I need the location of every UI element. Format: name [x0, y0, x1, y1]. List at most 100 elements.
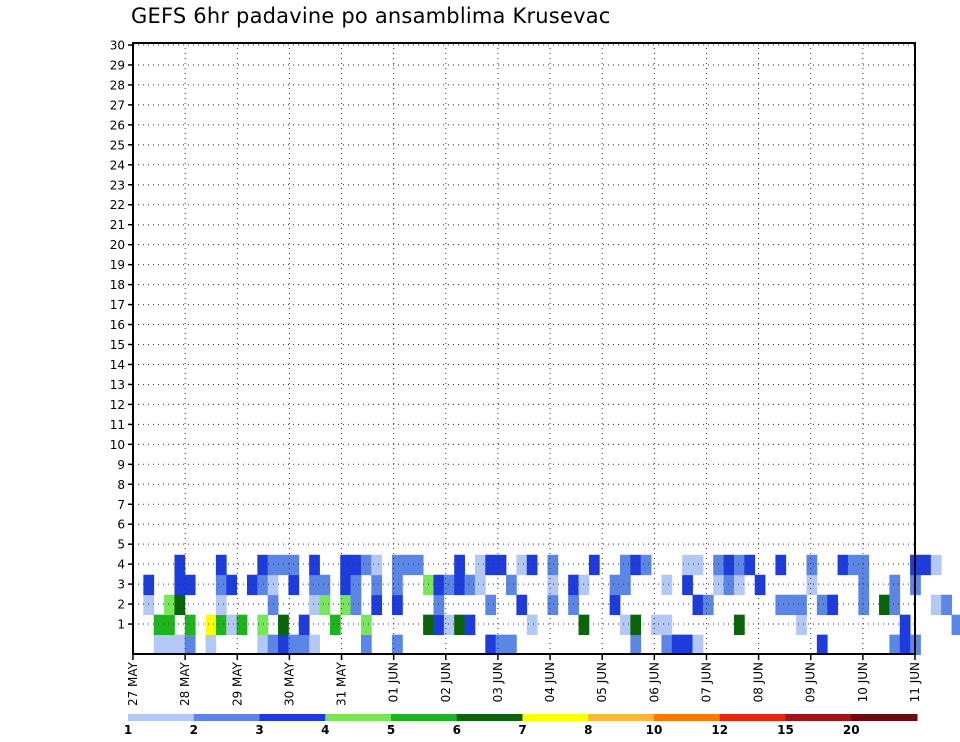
heatmap-cell: [713, 574, 724, 596]
heatmap-cell: [164, 634, 175, 655]
heatmap-cell: [827, 594, 838, 616]
heatmap-cell: [506, 634, 517, 655]
heatmap-cell: [226, 574, 238, 596]
heatmap-cell: [899, 614, 911, 636]
heatmap-cell: [226, 614, 238, 636]
heatmap-cell: [288, 634, 300, 655]
heatmap-cell: [661, 634, 673, 655]
y-tick-label: 26: [110, 118, 125, 132]
heatmap-cell: [153, 634, 165, 655]
heatmap-cell: [495, 554, 507, 576]
x-tick-label: 30 MAY: [282, 661, 296, 706]
heatmap-cell: [350, 554, 362, 576]
y-tick-label: 13: [110, 378, 125, 392]
legend-swatch: [325, 714, 392, 721]
heatmap-cell: [619, 574, 631, 596]
heatmap-cell: [775, 594, 787, 616]
heatmap-cell: [692, 594, 704, 616]
legend-label: 15: [777, 723, 794, 737]
y-tick-label: 10: [110, 438, 125, 452]
heatmap-cell: [288, 574, 300, 596]
heatmap-cell: [630, 614, 642, 636]
x-tick-label: 05 JUN: [595, 662, 609, 702]
heatmap-cell: [402, 554, 414, 576]
heatmap-cell: [547, 554, 559, 576]
x-tick-label: 11 JUN: [908, 662, 922, 702]
heatmap-cell: [661, 614, 673, 636]
heatmap-cell: [526, 614, 538, 636]
heatmap-cell: [236, 614, 248, 636]
heatmap-cell: [360, 554, 372, 576]
legend-label: 4: [321, 723, 329, 737]
heatmap-cell: [392, 634, 403, 655]
y-axis: 1234567891011121314151617181920212223242…: [110, 39, 133, 632]
heatmap-cell: [713, 554, 724, 576]
heatmap-cells: [143, 554, 960, 655]
heatmap-cell: [733, 554, 745, 576]
x-tick-label: 07 JUN: [699, 662, 713, 702]
heatmap-cell: [516, 594, 528, 616]
heatmap-cell: [309, 634, 320, 655]
heatmap-cell: [267, 574, 279, 596]
x-tick-label: 09 JUN: [804, 662, 818, 702]
heatmap-cell: [174, 594, 186, 616]
x-tick-label: 31 MAY: [335, 661, 349, 706]
heatmap-cell: [723, 574, 735, 596]
heatmap-cell: [174, 574, 186, 596]
heatmap-cell: [506, 574, 517, 596]
heatmap-cell: [930, 594, 942, 616]
x-tick-label: 04 JUN: [543, 662, 557, 702]
heatmap-cell: [153, 614, 165, 636]
heatmap-cell: [754, 574, 766, 596]
y-tick-label: 9: [117, 458, 125, 472]
heatmap-cell: [164, 594, 175, 616]
heatmap-cell: [215, 594, 227, 616]
heatmap-cell: [423, 574, 434, 596]
heatmap-cell: [723, 554, 735, 576]
heatmap-cell: [215, 574, 227, 596]
y-tick-label: 28: [110, 78, 125, 92]
heatmap-cell: [371, 594, 383, 616]
heatmap-cell: [298, 634, 310, 655]
heatmap-cell: [568, 574, 579, 596]
heatmap-cell: [360, 634, 372, 655]
y-tick-label: 15: [110, 338, 125, 352]
y-tick-label: 19: [110, 258, 125, 272]
heatmap-cell: [547, 594, 559, 616]
heatmap-cell: [920, 554, 932, 576]
legend-swatch: [719, 714, 786, 721]
color-legend: 1 2 3 4 5 6 7 8 10 12 15 20: [124, 714, 918, 737]
y-tick-label: 24: [110, 158, 125, 172]
heatmap-cell: [267, 554, 279, 576]
heatmap-cell: [278, 554, 289, 576]
heatmap-cell: [215, 614, 227, 636]
heatmap-cell: [371, 554, 383, 576]
heatmap-cell: [392, 554, 403, 576]
heatmap-cell: [733, 574, 745, 596]
heatmap-cell: [215, 554, 227, 576]
heatmap-cell: [174, 554, 186, 576]
heatmap-cell: [837, 554, 849, 576]
heatmap-cell: [806, 554, 818, 576]
legend-swatch: [128, 714, 195, 721]
heatmap-cell: [930, 554, 942, 576]
legend-label: 6: [453, 723, 461, 737]
y-tick-label: 7: [117, 498, 125, 512]
heatmap-cell: [858, 554, 870, 576]
heatmap-cell: [288, 554, 300, 576]
heatmap-cell: [630, 554, 642, 576]
heatmap-cell: [143, 594, 155, 616]
heatmap-cell: [360, 614, 372, 636]
legend-swatch: [851, 714, 918, 721]
heatmap-cell: [257, 614, 269, 636]
legend-swatch: [456, 714, 523, 721]
x-tick-label: 08 JUN: [752, 662, 766, 702]
y-tick-label: 29: [110, 58, 125, 72]
heatmap-cell: [899, 634, 911, 655]
x-tick-label: 02 JUN: [439, 662, 453, 702]
heatmap-cell: [329, 614, 341, 636]
heatmap-cell: [371, 574, 383, 596]
heatmap-cell: [319, 574, 331, 596]
heatmap-cell: [619, 614, 631, 636]
